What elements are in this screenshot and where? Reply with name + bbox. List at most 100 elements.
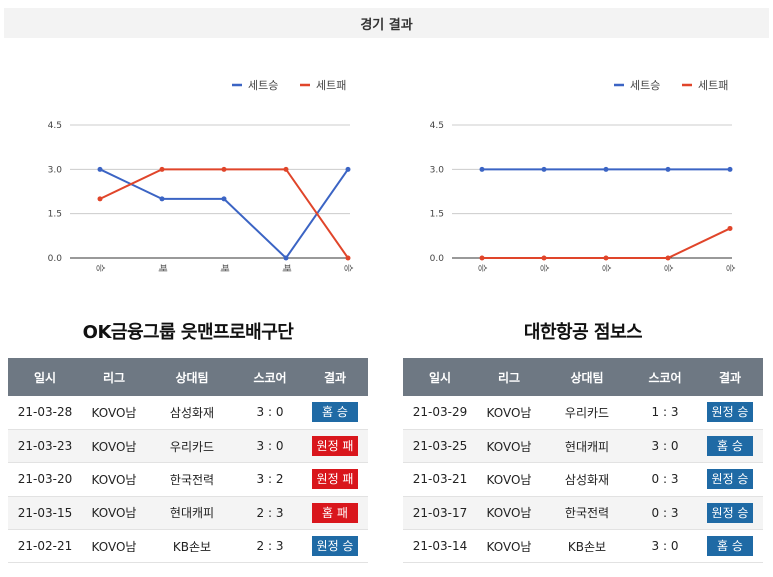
data-point xyxy=(479,166,485,172)
col-league: 리그 xyxy=(477,358,541,396)
result-badge: 원정 승 xyxy=(707,402,753,423)
data-point xyxy=(159,166,165,172)
result-badge: 홈 승 xyxy=(707,536,753,557)
data-point xyxy=(727,166,733,172)
series-line xyxy=(482,227,731,259)
cell-opponent: 우리카드 xyxy=(541,396,633,430)
table-row: 21-03-28 KOVO남 삼성화재 3 : 0 홈 승 xyxy=(8,396,368,430)
col-result: 결과 xyxy=(302,358,368,396)
cell-result: 원정 패 xyxy=(302,462,368,497)
cell-result: 원정 승 xyxy=(697,396,763,430)
chart-legend: 세트승 세트패 xyxy=(232,79,346,92)
table-row: 21-03-17 KOVO남 한국전력 0 : 3 원정 승 xyxy=(403,496,763,531)
cell-league: KOVO남 xyxy=(82,429,146,464)
team-name-right: 대한항공 점보스 xyxy=(523,322,643,343)
data-point xyxy=(221,166,227,172)
cell-league: KOVO남 xyxy=(477,429,541,464)
result-badge: 홈 패 xyxy=(312,502,358,523)
cell-score: 1 : 3 xyxy=(633,396,697,430)
data-point xyxy=(541,166,547,172)
chart-svg-right: 세트승 세트패 4.5 3.0 1.5 0.0 승 승 승 승 승 xyxy=(430,79,736,272)
y-tick-label: 3.0 xyxy=(430,165,445,175)
table-row: 21-02-21 KOVO남 KB손보 2 : 3 원정 승 xyxy=(8,529,368,564)
data-point xyxy=(345,166,351,172)
cell-opponent: 현대캐피 xyxy=(541,429,633,464)
data-point xyxy=(97,166,103,172)
cell-league: KOVO남 xyxy=(477,529,541,564)
data-point xyxy=(603,166,609,172)
table-row: 21-03-21 KOVO남 삼성화재 0 : 3 원정 승 xyxy=(403,462,763,497)
table-row: 21-03-23 KOVO남 우리카드 3 : 0 원정 패 xyxy=(8,429,368,464)
cell-score: 3 : 2 xyxy=(238,462,302,497)
cell-league: KOVO남 xyxy=(82,496,146,531)
x-tick-label: 승 xyxy=(95,264,106,272)
cell-score: 3 : 0 xyxy=(633,429,697,464)
cell-date: 21-03-14 xyxy=(403,529,477,564)
result-badge: 원정 승 xyxy=(707,502,753,523)
data-point xyxy=(727,225,733,231)
y-tick-label: 1.5 xyxy=(430,210,444,220)
cell-score: 0 : 3 xyxy=(633,496,697,531)
cell-league: KOVO남 xyxy=(477,462,541,497)
cell-result: 원정 승 xyxy=(697,462,763,497)
table-row: 21-03-14 KOVO남 KB손보 3 : 0 홈 승 xyxy=(403,529,763,564)
legend-label: 세트패 xyxy=(316,79,346,92)
section-header: 경기 결과 xyxy=(4,8,769,38)
cell-opponent: 삼성화재 xyxy=(146,396,238,430)
cell-opponent: KB손보 xyxy=(146,529,238,564)
result-badge: 홈 승 xyxy=(312,402,358,423)
legend-label: 세트승 xyxy=(248,79,278,92)
x-tick-label: 승 xyxy=(725,264,736,272)
cell-date: 21-03-23 xyxy=(8,429,82,464)
chart-right: 세트승 세트패 4.5 3.0 1.5 0.0 승 승 승 승 승 xyxy=(412,70,752,290)
cell-league: KOVO남 xyxy=(82,529,146,564)
legend-label: 세트승 xyxy=(630,79,660,92)
y-tick-label: 4.5 xyxy=(430,121,444,131)
cell-opponent: 현대캐피 xyxy=(146,496,238,531)
data-point xyxy=(283,166,289,172)
x-tick-label: 승 xyxy=(343,264,354,272)
cell-date: 21-03-29 xyxy=(403,396,477,430)
cell-opponent: 삼성화재 xyxy=(541,462,633,497)
cell-league: KOVO남 xyxy=(477,496,541,531)
x-tick-label: 패 xyxy=(157,264,168,272)
cell-score: 3 : 0 xyxy=(238,396,302,430)
table-row: 21-03-20 KOVO남 한국전력 3 : 2 원정 패 xyxy=(8,462,368,497)
result-badge: 원정 승 xyxy=(707,469,753,490)
data-point xyxy=(159,196,165,202)
data-point xyxy=(345,255,351,261)
result-badge: 원정 패 xyxy=(312,436,358,457)
cell-date: 21-03-15 xyxy=(8,496,82,531)
x-tick-label: 승 xyxy=(477,264,488,272)
table-row: 21-03-15 KOVO남 현대캐피 2 : 3 홈 패 xyxy=(8,496,368,531)
x-tick-label: 승 xyxy=(601,264,612,272)
cell-result: 홈 승 xyxy=(697,429,763,464)
cell-league: KOVO남 xyxy=(82,462,146,497)
y-tick-label: 0.0 xyxy=(430,254,445,264)
result-badge: 홈 승 xyxy=(707,436,753,457)
y-tick-label: 0.0 xyxy=(48,254,63,264)
data-point xyxy=(283,255,289,261)
cell-league: KOVO남 xyxy=(477,396,541,430)
cell-score: 3 : 0 xyxy=(633,529,697,564)
x-tick-label: 패 xyxy=(219,264,230,272)
table-row: 21-03-25 KOVO남 현대캐피 3 : 0 홈 승 xyxy=(403,429,763,464)
cell-date: 21-03-25 xyxy=(403,429,477,464)
cell-date: 21-03-20 xyxy=(8,462,82,497)
col-score: 스코어 xyxy=(633,358,697,396)
x-tick-label: 승 xyxy=(663,264,674,272)
cell-score: 2 : 3 xyxy=(238,529,302,564)
col-result: 결과 xyxy=(697,358,763,396)
data-point xyxy=(97,196,103,202)
y-tick-label: 1.5 xyxy=(48,210,62,220)
cell-result: 홈 패 xyxy=(302,496,368,531)
result-badge: 원정 승 xyxy=(312,536,358,557)
cell-date: 21-03-17 xyxy=(403,496,477,531)
data-point xyxy=(221,196,227,202)
cell-league: KOVO남 xyxy=(82,396,146,430)
col-score: 스코어 xyxy=(238,358,302,396)
cell-score: 3 : 0 xyxy=(238,429,302,464)
cell-opponent: 한국전력 xyxy=(541,496,633,531)
